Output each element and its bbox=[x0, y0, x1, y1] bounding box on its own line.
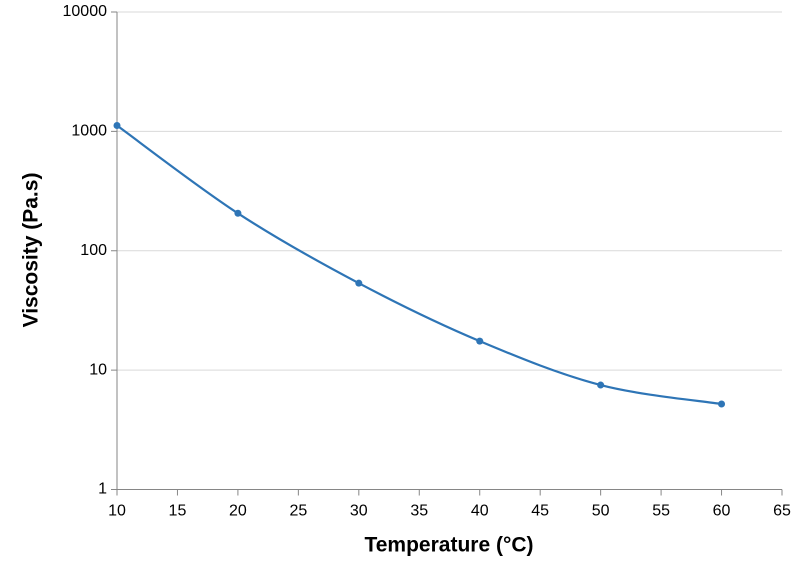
data-point bbox=[476, 337, 484, 345]
x-tick-label: 25 bbox=[289, 503, 307, 520]
data-point bbox=[718, 400, 726, 408]
x-tick-label: 40 bbox=[471, 503, 489, 520]
data-line bbox=[116, 124, 722, 406]
y-tick-label: 1000 bbox=[71, 123, 107, 140]
x-axis-title: Temperature (°C) bbox=[364, 534, 533, 557]
data-point bbox=[597, 381, 605, 389]
x-tick-label: 55 bbox=[652, 503, 670, 520]
data-point bbox=[355, 279, 363, 287]
y-tick-label: 10000 bbox=[63, 3, 108, 20]
x-tick-label: 20 bbox=[229, 503, 247, 520]
data-point bbox=[234, 209, 242, 217]
y-tick-label: 100 bbox=[80, 242, 107, 259]
x-tick-label: 45 bbox=[531, 503, 549, 520]
y-axis-title: Viscosity (Pa.s) bbox=[20, 173, 43, 328]
y-tick-label: 10 bbox=[89, 361, 107, 378]
x-tick-label: 60 bbox=[713, 503, 731, 520]
x-tick-label: 35 bbox=[410, 503, 428, 520]
data-point bbox=[113, 121, 121, 129]
x-tick-label: 50 bbox=[592, 503, 610, 520]
x-tick-label: 10 bbox=[108, 503, 126, 520]
x-tick-label: 65 bbox=[773, 503, 791, 520]
y-tick-label: 1 bbox=[98, 481, 107, 498]
x-tick-label: 15 bbox=[169, 503, 187, 520]
x-tick-label: 30 bbox=[350, 503, 368, 520]
